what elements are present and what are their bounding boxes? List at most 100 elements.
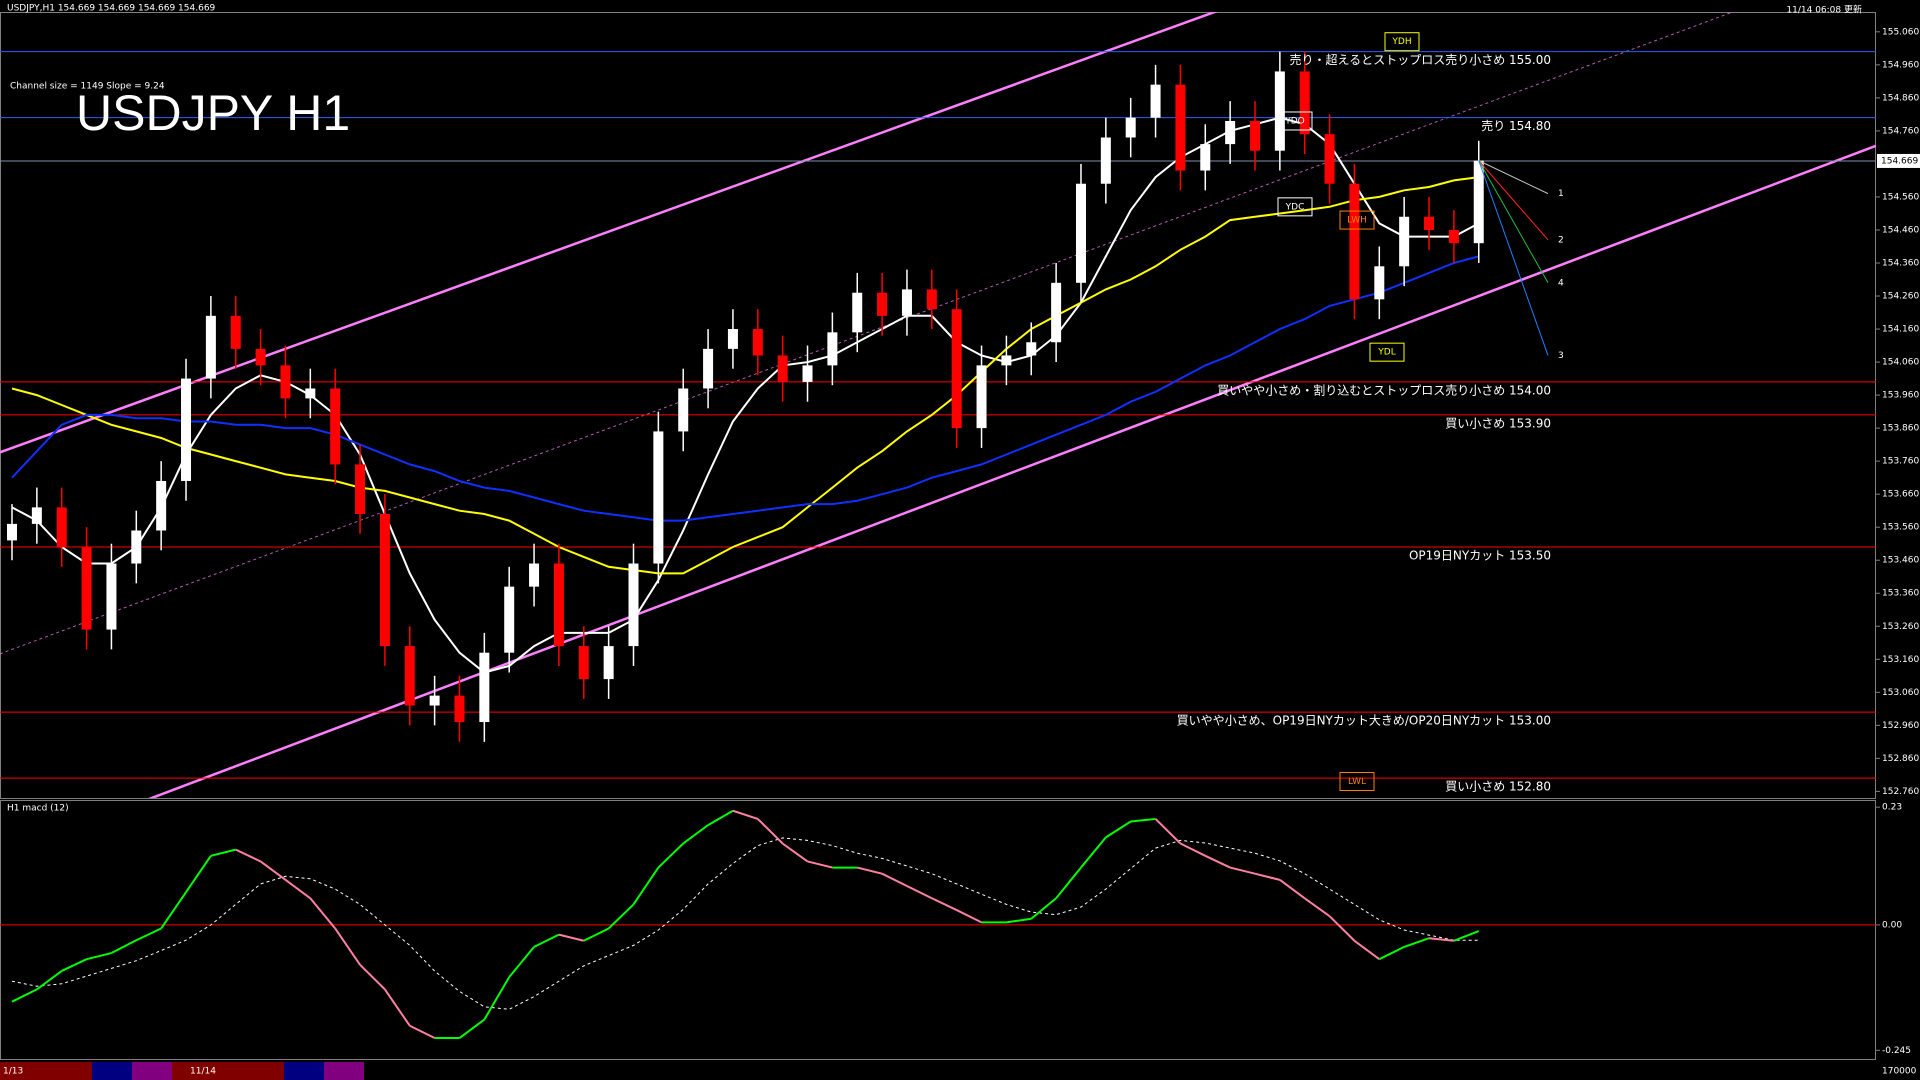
candle-body	[529, 563, 540, 587]
y-tick-label: 153.560	[1882, 523, 1919, 533]
y-tick-label: 153.160	[1882, 655, 1919, 665]
macd-segment	[956, 909, 982, 924]
macd-segment	[1154, 818, 1182, 845]
fan-line	[1478, 160, 1549, 356]
macd-segment	[409, 1024, 436, 1039]
marker-box	[1277, 197, 1313, 217]
macd-segment	[1428, 937, 1454, 942]
y-tick-label: 153.060	[1882, 688, 1919, 698]
moving-average	[11, 176, 1479, 575]
marker-label: YDO	[1284, 116, 1305, 126]
level-label: 買いやや小さめ、OP19日NYカット大きめ/OP20日NYカット 153.00	[1177, 714, 1551, 728]
macd-segment	[284, 879, 311, 900]
marker-box	[1384, 32, 1420, 52]
marker-label: YDC	[1285, 202, 1305, 212]
y-tick-label: 153.860	[1882, 424, 1919, 434]
y-tick-label: 154.060	[1882, 358, 1919, 368]
macd-segment	[1130, 817, 1156, 823]
macd-segment	[881, 872, 908, 887]
candle-body	[131, 530, 142, 564]
y-tick-label: 0.00	[1882, 920, 1902, 930]
candle-body	[951, 309, 962, 429]
candle-body	[827, 332, 838, 366]
macd-segment	[1204, 854, 1231, 869]
macd-frame	[0, 800, 1876, 1060]
macd-segment	[160, 891, 187, 930]
y-tick-label: 153.960	[1882, 391, 1919, 401]
fan-label: 2	[1558, 235, 1564, 245]
candle-body	[205, 315, 216, 379]
signal-line	[11, 837, 1479, 1010]
channel-line	[0, 12, 1219, 454]
macd-segment	[1378, 946, 1405, 961]
x-label: 1/13	[3, 1067, 23, 1077]
macd-segment	[558, 933, 585, 942]
candle-body	[1399, 216, 1410, 267]
candle-body	[1225, 120, 1236, 145]
candle-body	[255, 348, 266, 366]
macd-segment	[533, 933, 560, 948]
y-tick-label: 153.360	[1882, 589, 1919, 599]
y-tick-label: 154.360	[1882, 258, 1919, 268]
macd-segment	[1080, 836, 1107, 869]
macd-segment	[657, 842, 684, 869]
candle-body	[305, 388, 316, 399]
marker-label: YDL	[1377, 348, 1395, 358]
macd-segment	[11, 988, 38, 1003]
macd-segment	[1030, 897, 1057, 920]
macd-segment	[1304, 897, 1331, 918]
macd-segment	[384, 988, 411, 1027]
candle-body	[802, 365, 813, 382]
y-tick-label: 152.960	[1882, 721, 1919, 731]
candle-body	[703, 348, 714, 389]
level-label: 売り・超えるとストップロス売り小さめ 155.00	[1290, 52, 1551, 67]
subtitle: Channel size = 1149 Slope = 9.24	[10, 82, 165, 92]
candle-body	[1324, 134, 1335, 184]
macd-segment	[707, 809, 734, 826]
candle-body	[553, 563, 564, 647]
marker-label: YDH	[1391, 37, 1411, 47]
candle-body	[1075, 183, 1086, 283]
candle-body	[479, 652, 490, 723]
y-tick-label: 154.460	[1882, 225, 1919, 235]
volume-label: 170000	[1882, 1067, 1917, 1077]
candle-body	[678, 388, 689, 432]
fan-label: 3	[1558, 351, 1564, 361]
candle-body	[628, 563, 639, 647]
candle-body	[777, 355, 788, 382]
macd-segment	[583, 927, 610, 942]
candle-body	[727, 329, 738, 349]
candle-body	[1424, 216, 1435, 230]
macd-title: H1 macd (12)	[7, 804, 69, 814]
candle-body	[1473, 160, 1484, 244]
updated-time: 11/14 06:08 更新	[1786, 4, 1862, 16]
y-tick-label: 153.460	[1882, 556, 1919, 566]
level-label: 買い小さめ 152.80	[1445, 780, 1551, 794]
candle-body	[7, 523, 17, 541]
candle-body	[877, 292, 888, 316]
y-tick-label: 0.23	[1882, 803, 1902, 813]
level-label: 買い小さめ 153.90	[1445, 416, 1551, 430]
candle-body	[976, 365, 987, 429]
macd-segment	[185, 855, 212, 893]
fan-label: 1	[1558, 189, 1564, 199]
candle-body	[81, 547, 92, 630]
macd-segment	[1105, 820, 1132, 839]
y-tick-label: 152.760	[1882, 787, 1919, 797]
macd-segment	[36, 970, 63, 991]
level-label: 売り 154.80	[1481, 118, 1551, 133]
x-label: 11/14	[190, 1067, 216, 1077]
candle-body	[1274, 71, 1285, 151]
macd-segment	[782, 842, 809, 863]
header: USDJPY,H1 154.669 154.669 154.669 154.66…	[7, 4, 216, 14]
macd-segment	[210, 848, 236, 857]
bar-segment	[324, 1062, 364, 1080]
macd-segment	[458, 1018, 485, 1039]
macd-segment	[632, 867, 660, 905]
candle-body	[156, 480, 167, 531]
candle-body	[429, 695, 440, 706]
macd-plot	[0, 809, 1876, 1040]
macd-segment	[334, 927, 361, 966]
macd-segment	[931, 897, 958, 911]
